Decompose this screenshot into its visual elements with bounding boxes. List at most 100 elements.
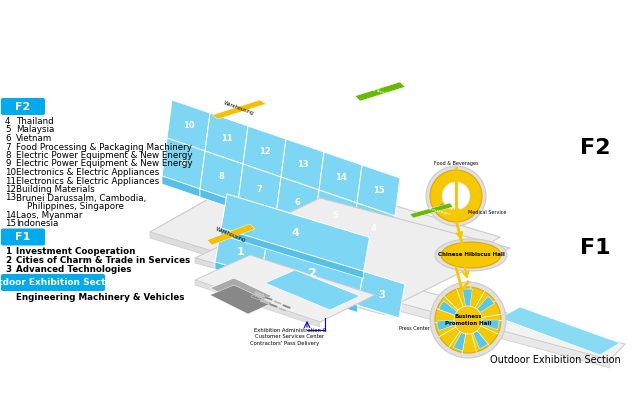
Polygon shape (410, 203, 453, 218)
Text: Warehousing: Warehousing (223, 100, 255, 116)
Text: Food & Beverages: Food & Beverages (434, 161, 478, 166)
Polygon shape (264, 296, 273, 301)
Wedge shape (468, 296, 494, 320)
Polygon shape (200, 151, 243, 202)
Text: Exhibition Administration &: Exhibition Administration & (253, 328, 326, 333)
Polygon shape (388, 300, 610, 368)
Text: 11: 11 (5, 177, 16, 185)
Text: Electric Power Equipment & New Energy: Electric Power Equipment & New Energy (16, 151, 193, 160)
Text: Cities of Charm & Trade in Services: Cities of Charm & Trade in Services (16, 256, 190, 265)
Polygon shape (195, 198, 510, 310)
Text: 7: 7 (257, 185, 262, 194)
Text: Laos, Myanmar: Laos, Myanmar (16, 211, 83, 219)
Polygon shape (260, 299, 269, 304)
Text: Vietnam: Vietnam (16, 134, 52, 143)
Text: 3: 3 (5, 265, 11, 274)
Text: 3: 3 (378, 290, 385, 300)
Polygon shape (167, 100, 210, 151)
Text: Press Center: Press Center (399, 326, 430, 331)
Polygon shape (278, 307, 287, 312)
Text: 4: 4 (291, 228, 300, 238)
Circle shape (430, 282, 506, 358)
Text: Food & Beverages: Food & Beverages (413, 204, 451, 217)
Polygon shape (243, 126, 286, 177)
Polygon shape (281, 139, 324, 190)
Text: Outdoor Exhibition Section: Outdoor Exhibition Section (0, 278, 122, 287)
Text: Building Materials: Building Materials (16, 185, 95, 194)
Polygon shape (238, 202, 276, 223)
Text: Indonesia: Indonesia (16, 219, 58, 228)
Text: 14: 14 (5, 211, 16, 219)
Circle shape (435, 287, 501, 353)
Polygon shape (358, 271, 405, 318)
Polygon shape (162, 176, 200, 197)
Text: 5: 5 (5, 126, 11, 135)
Text: Chinese Hibiscus Hall: Chinese Hibiscus Hall (438, 253, 504, 257)
FancyBboxPatch shape (1, 228, 45, 246)
Text: 7: 7 (5, 143, 11, 152)
Text: Electric Power Equipment & New Energy: Electric Power Equipment & New Energy (16, 160, 193, 169)
Polygon shape (207, 224, 255, 245)
Text: 9: 9 (5, 160, 10, 169)
Text: Food Processing & Packaging Machinery: Food Processing & Packaging Machinery (16, 143, 192, 152)
Text: 10: 10 (5, 168, 16, 177)
Text: 6: 6 (5, 134, 10, 143)
Polygon shape (314, 228, 352, 249)
Polygon shape (261, 242, 364, 305)
Text: 9: 9 (180, 159, 186, 168)
Text: 6: 6 (294, 198, 300, 207)
Polygon shape (357, 165, 400, 216)
Text: 8: 8 (5, 151, 11, 160)
Polygon shape (215, 228, 267, 276)
Wedge shape (437, 320, 468, 331)
Text: 13: 13 (5, 194, 16, 202)
Polygon shape (355, 82, 405, 101)
Circle shape (430, 170, 482, 222)
Text: Electronics & Electric Appliances: Electronics & Electric Appliances (16, 168, 159, 177)
Polygon shape (251, 295, 260, 300)
Text: Food & Beverages: Food & Beverages (362, 86, 399, 99)
Polygon shape (195, 258, 385, 315)
Text: Investment Cooperation: Investment Cooperation (16, 248, 136, 257)
Text: Warehousing: Warehousing (215, 227, 247, 243)
Text: Outdoor Exhibition Section: Outdoor Exhibition Section (490, 355, 620, 365)
Text: F2: F2 (580, 138, 611, 158)
Ellipse shape (435, 239, 507, 271)
Text: F2: F2 (15, 101, 31, 112)
Polygon shape (388, 285, 625, 360)
Polygon shape (319, 152, 362, 203)
Text: 14: 14 (335, 173, 346, 182)
Circle shape (426, 166, 486, 226)
Wedge shape (463, 289, 472, 320)
Polygon shape (210, 278, 272, 307)
Text: 12: 12 (259, 147, 270, 156)
Polygon shape (500, 307, 620, 355)
Text: Advanced Technologies: Advanced Technologies (16, 265, 131, 274)
Polygon shape (221, 194, 370, 271)
Text: 15: 15 (372, 186, 385, 195)
Ellipse shape (441, 242, 501, 268)
Circle shape (442, 182, 470, 210)
Wedge shape (439, 301, 468, 320)
Circle shape (454, 306, 482, 334)
Text: 11: 11 (221, 134, 232, 143)
Polygon shape (273, 300, 282, 305)
Text: 15: 15 (5, 219, 16, 228)
Polygon shape (215, 262, 261, 283)
Polygon shape (314, 190, 357, 241)
Text: 5: 5 (333, 211, 339, 220)
Polygon shape (255, 292, 264, 297)
Wedge shape (454, 320, 468, 350)
Text: Malaysia: Malaysia (16, 126, 54, 135)
Polygon shape (276, 177, 319, 228)
Text: Business
Promotion Hall: Business Promotion Hall (445, 314, 491, 326)
Text: 2: 2 (5, 256, 11, 265)
Polygon shape (210, 285, 272, 314)
Text: 1: 1 (5, 248, 11, 257)
Wedge shape (468, 320, 488, 349)
Polygon shape (150, 167, 500, 305)
Wedge shape (468, 320, 499, 329)
Text: 2: 2 (308, 267, 317, 280)
Polygon shape (269, 303, 278, 308)
Text: Customer Services Center: Customer Services Center (255, 334, 324, 339)
